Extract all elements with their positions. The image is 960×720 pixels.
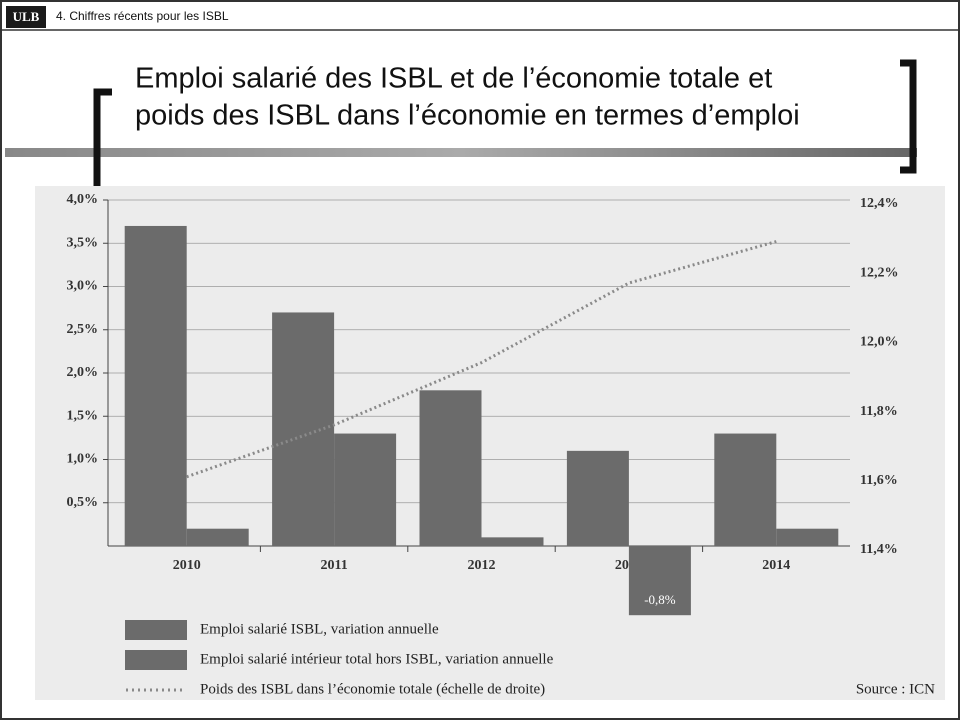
logo-box xyxy=(6,6,46,28)
chart-title: Emploi salarié des ISBL et de l’économie… xyxy=(135,63,772,95)
y2-tick-label: 12,0% xyxy=(860,335,899,350)
left-bracket xyxy=(93,88,112,186)
value-label: -0,8% xyxy=(644,592,676,607)
x-tick-label: 2014 xyxy=(762,558,790,573)
legend-label: Emploi salarié intérieur total hors ISBL… xyxy=(200,651,554,667)
logo: ULB xyxy=(13,9,40,24)
y2-tick-label: 11,6% xyxy=(860,473,898,488)
bar xyxy=(334,433,397,546)
bar xyxy=(186,528,249,546)
y-tick-label: 0,5% xyxy=(67,495,99,510)
bar xyxy=(714,433,777,546)
x-tick-label: 2011 xyxy=(320,558,347,573)
y-tick-label: 1,0% xyxy=(67,452,99,467)
y2-tick-label: 11,4% xyxy=(860,542,898,557)
legend-label: Emploi salarié ISBL, variation annuelle xyxy=(200,621,439,637)
bar xyxy=(628,546,691,616)
bar xyxy=(566,450,629,546)
line xyxy=(186,240,777,479)
y-tick-label: 1,5% xyxy=(67,408,99,423)
y-tick-label: 2,5% xyxy=(67,322,99,337)
y2-tick-label: 12,2% xyxy=(860,265,899,280)
bar xyxy=(419,390,482,546)
y-tick-label: 3,5% xyxy=(67,235,99,250)
y-tick-label: 4,0% xyxy=(67,192,99,207)
bar xyxy=(124,225,187,546)
y-tick-label: 3,0% xyxy=(67,279,99,294)
bar xyxy=(776,528,839,546)
title-band xyxy=(5,148,917,157)
legend-label: Poids des ISBL dans l’économie totale (é… xyxy=(200,681,545,697)
x-tick-label: 2010 xyxy=(173,558,201,573)
chart-title: poids des ISBL dans l’économie en termes… xyxy=(135,100,800,132)
right-bracket xyxy=(900,59,917,174)
legend-swatch xyxy=(125,650,187,670)
bar xyxy=(481,537,544,546)
section-title: 4. Chiffres récents pour les ISBL xyxy=(56,9,229,23)
y2-tick-label: 12,4% xyxy=(860,196,899,211)
y2-tick-label: 11,8% xyxy=(860,404,898,419)
y-tick-label: 2,0% xyxy=(67,365,99,380)
legend-swatch xyxy=(125,620,187,640)
source: Source : ICN xyxy=(856,681,935,697)
x-tick-label: 2012 xyxy=(468,558,496,573)
